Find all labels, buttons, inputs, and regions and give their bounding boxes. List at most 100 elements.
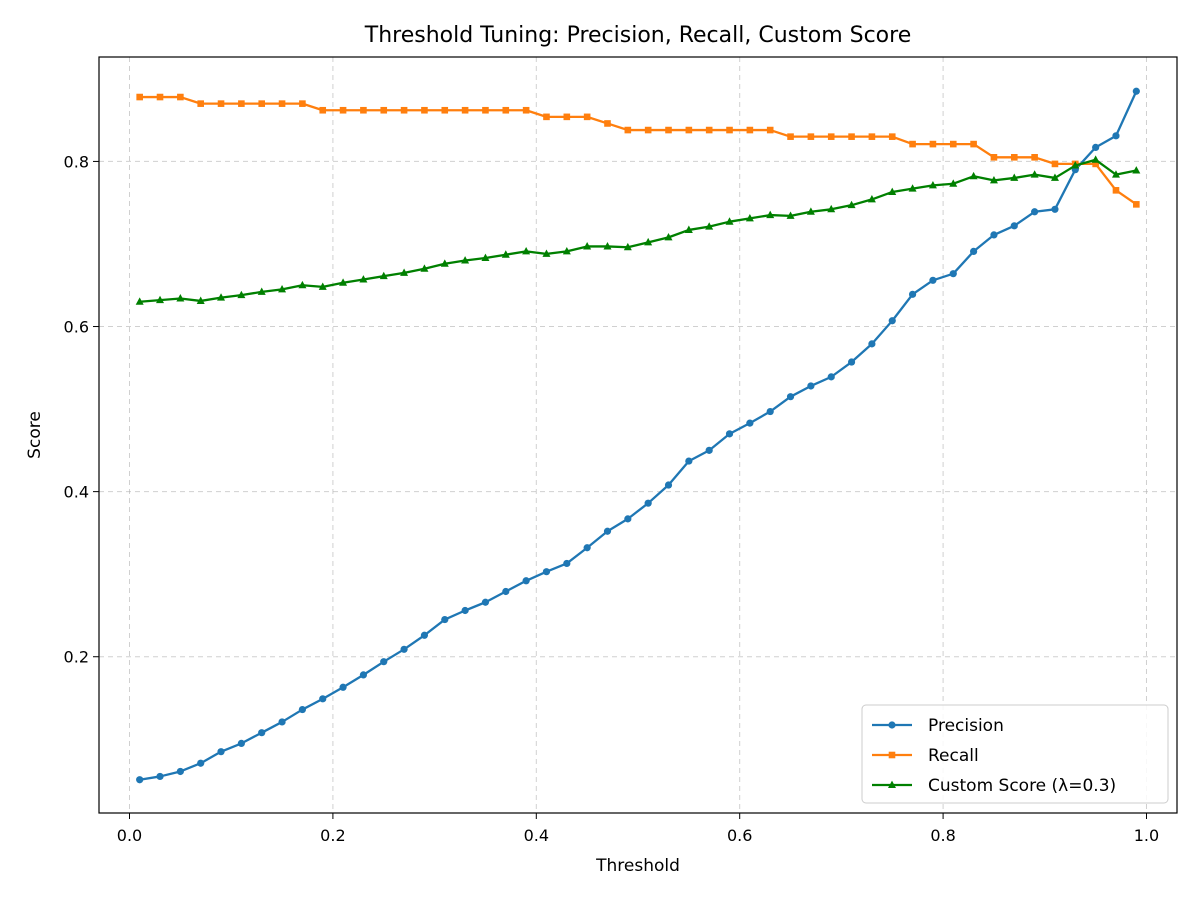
data-point (868, 133, 876, 140)
data-point (684, 225, 693, 233)
data-point (237, 290, 246, 299)
plot-frame (98, 56, 1178, 814)
data-point (623, 242, 632, 251)
y-tick-label: 0.2 (64, 648, 89, 667)
data-point (909, 140, 916, 148)
data-point (867, 195, 876, 203)
data-point (298, 280, 307, 289)
data-point (888, 187, 897, 195)
data-point (258, 729, 266, 737)
data-point (481, 253, 490, 262)
data-point (664, 481, 673, 489)
data-point (644, 499, 652, 507)
data-point (725, 430, 734, 438)
chart-title: Threshold Tuning: Precision, Recall, Cus… (364, 23, 912, 48)
data-point (990, 231, 998, 239)
legend-item: Recall (872, 746, 979, 766)
data-point (1030, 170, 1039, 178)
data-point (319, 695, 327, 703)
data-point (562, 247, 571, 255)
data-point (908, 290, 917, 298)
data-point (217, 293, 226, 301)
x-tick-label: 1.0 (1134, 826, 1159, 845)
data-point (1010, 153, 1018, 161)
data-point (746, 126, 754, 134)
data-point (766, 210, 775, 219)
data-point (990, 153, 998, 161)
data-point (441, 106, 449, 114)
data-point (888, 317, 896, 325)
data-point (502, 587, 510, 596)
data-point (827, 204, 836, 213)
data-point (888, 133, 896, 140)
data-point (258, 100, 266, 107)
data-point (1092, 143, 1100, 151)
data-point (522, 577, 530, 585)
data-point (1112, 187, 1120, 194)
data-point (1071, 161, 1080, 169)
data-point (379, 271, 388, 280)
data-point (400, 268, 409, 276)
data-point (766, 407, 774, 416)
data-point (238, 100, 245, 107)
data-point (176, 294, 185, 302)
data-point (359, 671, 368, 679)
data-point (848, 133, 855, 140)
data-point (563, 559, 571, 568)
data-point (1051, 160, 1059, 168)
data-point (359, 275, 368, 283)
data-point (725, 217, 734, 225)
legend-label: Recall (928, 746, 979, 766)
series-2 (135, 155, 1141, 305)
x-tick-label: 0.0 (117, 826, 142, 845)
data-point (928, 180, 937, 189)
data-point (949, 140, 957, 148)
data-point (705, 222, 714, 230)
data-point (970, 247, 978, 256)
data-point (604, 120, 611, 127)
data-point (196, 296, 205, 304)
data-point (807, 382, 815, 390)
data-point (1031, 208, 1039, 216)
data-point (827, 133, 835, 140)
data-point (339, 278, 348, 286)
data-point (1050, 173, 1059, 181)
data-point (481, 598, 490, 606)
data-point (440, 259, 449, 267)
legend-label: Custom Score (λ=0.3) (928, 776, 1116, 796)
data-point (949, 270, 957, 278)
data-point (929, 140, 937, 148)
data-point (583, 113, 591, 121)
data-point (136, 776, 144, 784)
data-point (360, 106, 367, 114)
data-point (665, 126, 672, 134)
data-point (908, 184, 917, 192)
data-point (501, 250, 510, 258)
legend-item: Custom Score (λ=0.3) (872, 776, 1116, 796)
data-point (603, 242, 612, 250)
data-point (1132, 166, 1141, 174)
data-point (766, 126, 774, 134)
data-point (1031, 153, 1038, 161)
data-point (482, 106, 489, 114)
data-point (1111, 170, 1120, 178)
data-point (786, 211, 795, 219)
data-point (847, 200, 856, 209)
data-point (420, 264, 429, 272)
data-point (1112, 132, 1120, 140)
data-point (644, 126, 652, 134)
data-point (542, 568, 551, 576)
data-point (400, 645, 408, 653)
data-point (156, 93, 164, 101)
data-point (217, 748, 225, 756)
data-point (339, 106, 347, 114)
data-point (868, 340, 876, 348)
data-point (745, 213, 754, 222)
data-point (787, 133, 794, 140)
data-point (644, 237, 653, 246)
y-tick-label: 0.8 (64, 152, 89, 171)
data-point (827, 373, 835, 381)
data-point (705, 126, 713, 134)
data-point (1132, 87, 1140, 95)
data-point (441, 615, 449, 624)
